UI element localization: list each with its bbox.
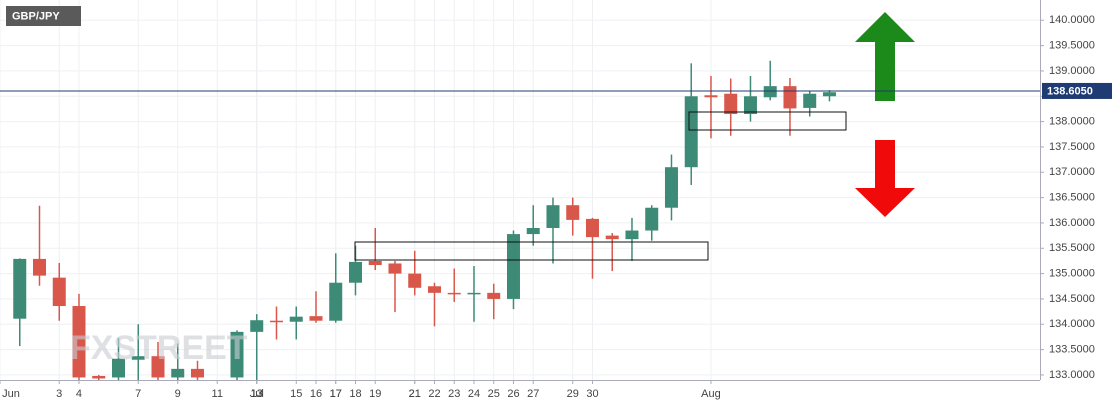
candle-body xyxy=(566,205,580,220)
candle-body xyxy=(250,320,264,332)
candle-body xyxy=(131,356,145,360)
candle-body xyxy=(111,358,125,378)
candle-body xyxy=(506,234,520,299)
y-tick-label: 139.0000 xyxy=(1049,65,1095,77)
candle-body xyxy=(13,258,27,319)
candle-body xyxy=(348,261,362,283)
range-box xyxy=(688,111,847,131)
candle-body xyxy=(52,277,66,307)
candle-body xyxy=(388,263,402,274)
candle-body xyxy=(645,207,659,231)
candle-body xyxy=(803,93,817,108)
x-tick-label: 29 xyxy=(567,388,579,400)
x-tick-label: 24 xyxy=(468,388,480,400)
candle-body xyxy=(526,228,540,235)
x-tick-label: Jul xyxy=(250,388,264,400)
x-tick-label: 19 xyxy=(369,388,381,400)
x-tick-label: 23 xyxy=(448,388,460,400)
x-tick-label: 21 xyxy=(409,388,421,400)
candle-body xyxy=(368,260,382,265)
x-tick-label: Jun xyxy=(2,388,20,400)
x-tick-label: 7 xyxy=(135,388,141,400)
candle-body xyxy=(269,320,283,323)
y-tick-label: 135.0000 xyxy=(1049,268,1095,280)
y-tick-label: 137.0000 xyxy=(1049,166,1095,178)
x-tick-label: 25 xyxy=(488,388,500,400)
x-tick-label: 18 xyxy=(349,388,361,400)
y-tick-label: 137.5000 xyxy=(1049,141,1095,153)
y-tick-label: 136.0000 xyxy=(1049,217,1095,229)
x-tick-label: 26 xyxy=(507,388,519,400)
candle-body xyxy=(605,235,619,240)
candle-body xyxy=(704,95,718,98)
x-tick-label: 30 xyxy=(586,388,598,400)
candle-body xyxy=(171,368,185,378)
candle-body xyxy=(487,292,501,299)
candle-body xyxy=(32,258,46,276)
candle-body xyxy=(230,331,244,378)
candle-body xyxy=(724,93,738,114)
candle-body xyxy=(92,375,106,379)
last-price-badge xyxy=(1042,82,1112,99)
candle-body xyxy=(822,92,836,97)
candle-body xyxy=(763,86,777,98)
x-tick-label: 4 xyxy=(76,388,82,400)
candle-body xyxy=(309,316,323,321)
candle-body xyxy=(546,205,560,228)
y-tick-label: 139.5000 xyxy=(1049,40,1095,52)
candle-body xyxy=(447,292,461,295)
range-box xyxy=(354,241,709,261)
symbol-badge xyxy=(6,6,81,26)
candle-body xyxy=(289,316,303,322)
candle-body xyxy=(72,306,86,378)
x-tick-label: 11 xyxy=(212,388,223,400)
y-tick-label: 135.5000 xyxy=(1049,242,1095,254)
y-tick-label: 138.0000 xyxy=(1049,116,1095,128)
x-tick-label: 27 xyxy=(527,388,539,400)
symbol: GBP/JPY xyxy=(12,10,60,22)
candle-body xyxy=(664,167,678,208)
candle-body xyxy=(190,368,204,378)
x-tick-label: 13 xyxy=(251,388,263,400)
y-tick-label: 133.5000 xyxy=(1049,344,1095,356)
candle-body xyxy=(329,282,343,321)
y-tick-label: 136.5000 xyxy=(1049,192,1095,204)
candle-body xyxy=(585,218,599,238)
watermark: FXSTREET xyxy=(70,329,248,367)
x-tick-label: 17 xyxy=(330,388,342,400)
y-tick-label: 134.0000 xyxy=(1049,318,1095,330)
x-tick-label: 9 xyxy=(175,388,181,400)
down-arrow xyxy=(855,140,915,217)
y-tick-label: 140.0000 xyxy=(1049,14,1095,26)
x-tick-label: 22 xyxy=(428,388,440,400)
candle-body xyxy=(408,273,422,288)
x-tick-label: Aug xyxy=(701,388,721,400)
y-tick-label: 134.5000 xyxy=(1049,293,1095,305)
candle-body xyxy=(743,96,757,114)
last-price-label: 138.6050 xyxy=(1047,85,1093,97)
x-tick-label: 3 xyxy=(56,388,62,400)
x-tick-label: 13 xyxy=(251,388,263,400)
x-tick-label: 17 xyxy=(330,388,342,400)
candle-body xyxy=(427,286,441,293)
y-tick-label: 133.0000 xyxy=(1049,369,1095,381)
axes: 133.0000 133.5000 134.0000 134.5000 135.0000… xyxy=(0,14,1112,400)
up-arrow xyxy=(855,12,915,101)
x-tick-label: 15 xyxy=(290,388,302,400)
candle-body xyxy=(467,292,481,295)
candle-body xyxy=(783,86,797,109)
candle-body xyxy=(151,356,165,378)
candle-body xyxy=(625,230,639,240)
x-tick-label: 21 xyxy=(409,388,421,400)
x-tick-label: 16 xyxy=(310,388,322,400)
candle-body xyxy=(684,96,698,168)
